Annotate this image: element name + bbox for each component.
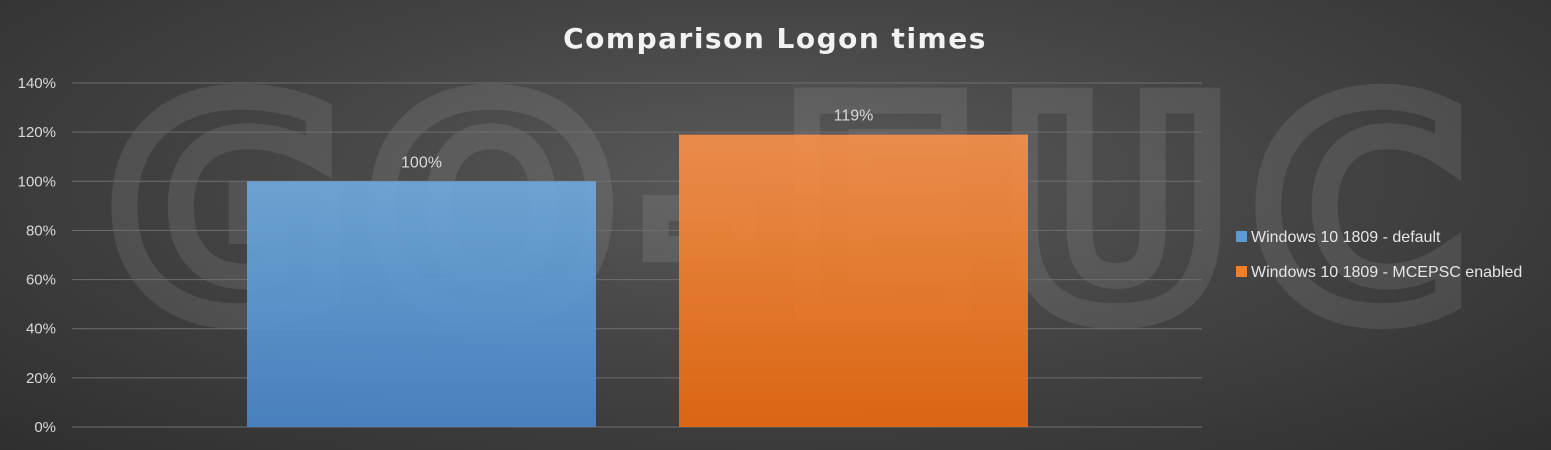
legend-swatch [1236,231,1247,242]
y-tick-label: 0% [34,419,56,436]
data-label: 119% [834,108,874,125]
data-labels: 100% 119% [401,108,873,172]
y-tick-label: 20% [26,370,56,387]
legend: Windows 10 1809 - default Windows 10 1809… [1236,229,1522,281]
legend-label: Windows 10 1809 - default [1251,229,1441,246]
y-tick-label: 120% [18,124,56,141]
y-axis: 0% 20% 40% 60% 80% 100% 120% 140% [18,75,56,436]
y-tick-label: 80% [26,222,56,239]
bars [247,134,1028,427]
chart-title: Comparison Logon times [563,22,987,55]
y-tick-label: 40% [26,321,56,338]
bar [247,181,596,427]
data-label: 100% [401,154,442,171]
y-tick-label: 100% [18,173,56,190]
y-tick-label: 60% [26,272,56,289]
legend-swatch [1236,266,1247,277]
bar [679,134,1028,427]
legend-label: Windows 10 1809 - MCEPSC enabled [1251,264,1522,281]
y-tick-label: 140% [18,75,56,92]
